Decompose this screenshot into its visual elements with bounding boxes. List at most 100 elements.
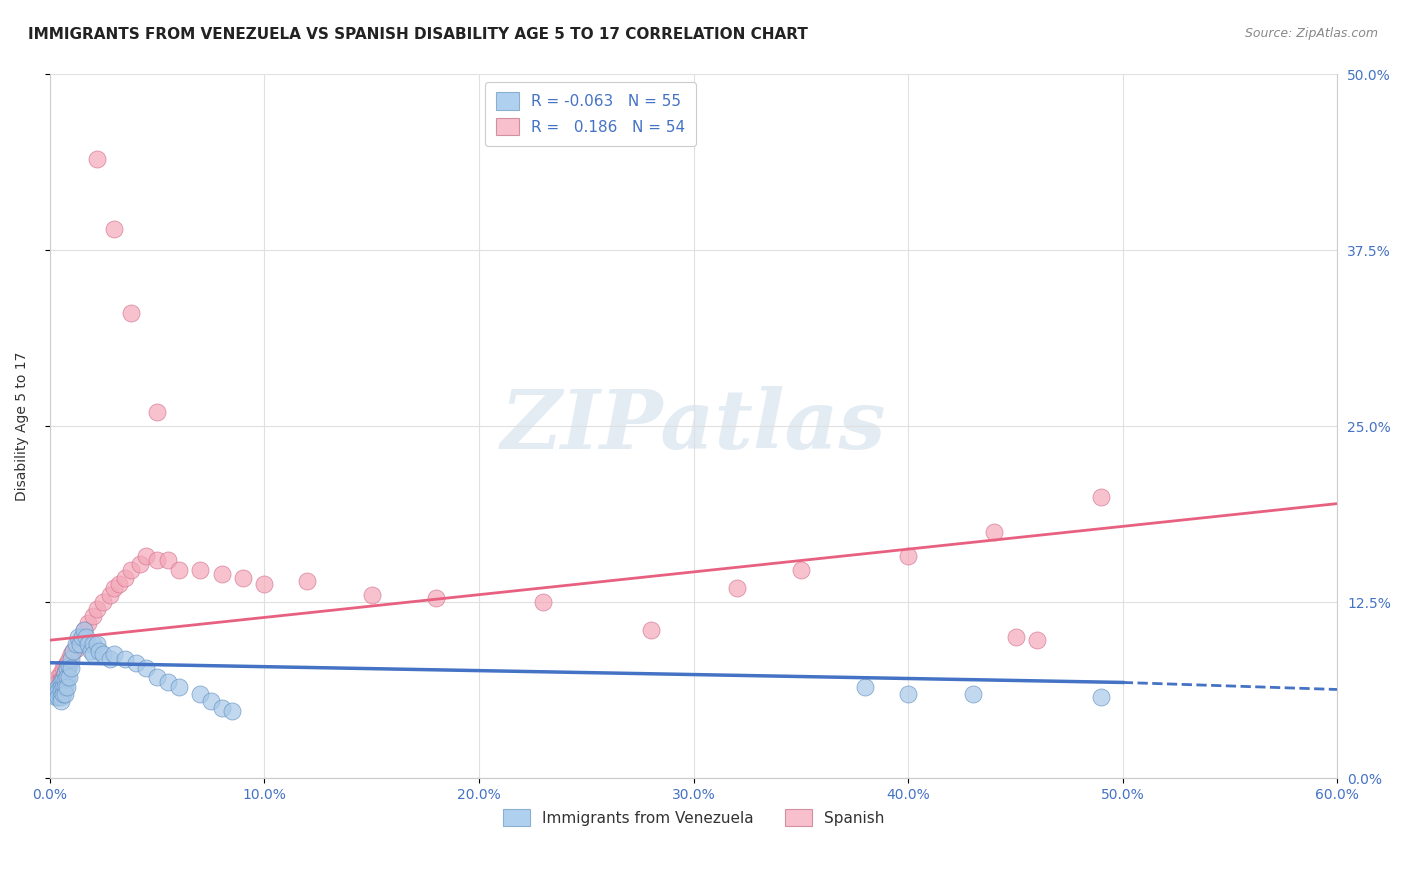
Point — [1090, 490, 1112, 504]
Point — [56, 670, 79, 684]
Point — [65, 641, 87, 656]
Point — [86, 637, 108, 651]
Point — [89, 644, 111, 658]
Point — [45, 690, 67, 704]
Legend: Immigrants from Venezuela, Spanish: Immigrants from Venezuela, Spanish — [495, 801, 893, 834]
Point — [107, 577, 129, 591]
Point — [48, 675, 70, 690]
Point — [1004, 631, 1026, 645]
Point — [49, 675, 72, 690]
Point — [56, 656, 79, 670]
Point — [232, 571, 254, 585]
Point — [188, 687, 211, 701]
Point — [86, 152, 108, 166]
Point — [124, 656, 146, 670]
Point — [60, 648, 83, 662]
Point — [53, 673, 76, 687]
Point — [790, 563, 813, 577]
Point — [211, 567, 233, 582]
Point — [53, 658, 76, 673]
Point — [52, 661, 75, 675]
Point — [49, 684, 72, 698]
Point — [58, 651, 80, 665]
Point — [52, 670, 75, 684]
Text: ZIPatlas: ZIPatlas — [501, 386, 886, 467]
Point — [897, 687, 920, 701]
Point — [60, 651, 83, 665]
Point — [52, 680, 75, 694]
Point — [79, 644, 101, 658]
Point — [531, 595, 554, 609]
Point — [425, 591, 447, 605]
Point — [70, 631, 93, 645]
Point — [221, 704, 243, 718]
Point — [962, 687, 984, 701]
Point — [853, 680, 876, 694]
Point — [73, 624, 96, 638]
Point — [69, 637, 91, 651]
Point — [93, 648, 115, 662]
Point — [82, 609, 104, 624]
Point — [103, 648, 125, 662]
Point — [53, 665, 76, 680]
Point — [58, 658, 80, 673]
Point — [56, 661, 79, 675]
Y-axis label: Disability Age 5 to 17: Disability Age 5 to 17 — [15, 351, 30, 500]
Point — [70, 631, 93, 645]
Point — [53, 687, 76, 701]
Point — [66, 637, 89, 651]
Point — [52, 673, 75, 687]
Point — [146, 670, 169, 684]
Point — [360, 588, 382, 602]
Point — [103, 581, 125, 595]
Point — [77, 616, 100, 631]
Point — [49, 694, 72, 708]
Point — [52, 687, 75, 701]
Point — [45, 680, 67, 694]
Point — [48, 680, 70, 694]
Point — [640, 624, 662, 638]
Point — [49, 690, 72, 704]
Point — [120, 563, 142, 577]
Point — [42, 675, 65, 690]
Point — [48, 670, 70, 684]
Point — [58, 670, 80, 684]
Point — [135, 661, 157, 675]
Point — [65, 637, 87, 651]
Point — [253, 577, 276, 591]
Point — [82, 637, 104, 651]
Point — [114, 651, 136, 665]
Point — [75, 631, 97, 645]
Point — [167, 563, 190, 577]
Point — [93, 595, 115, 609]
Point — [42, 684, 65, 698]
Point — [49, 673, 72, 687]
Point — [725, 581, 748, 595]
Point — [60, 661, 83, 675]
Point — [146, 553, 169, 567]
Point — [73, 624, 96, 638]
Text: Source: ZipAtlas.com: Source: ZipAtlas.com — [1244, 27, 1378, 40]
Point — [897, 549, 920, 563]
Point — [1090, 690, 1112, 704]
Point — [156, 553, 179, 567]
Point — [211, 701, 233, 715]
Point — [98, 651, 121, 665]
Point — [48, 690, 70, 704]
Point — [135, 549, 157, 563]
Point — [49, 680, 72, 694]
Point — [1026, 633, 1049, 648]
Point — [45, 687, 67, 701]
Point — [297, 574, 319, 588]
Point — [86, 602, 108, 616]
Text: IMMIGRANTS FROM VENEZUELA VS SPANISH DISABILITY AGE 5 TO 17 CORRELATION CHART: IMMIGRANTS FROM VENEZUELA VS SPANISH DIS… — [28, 27, 808, 42]
Point — [114, 571, 136, 585]
Point — [98, 588, 121, 602]
Point — [200, 694, 222, 708]
Point — [62, 644, 84, 658]
Point — [129, 557, 152, 571]
Point — [167, 680, 190, 694]
Point — [156, 675, 179, 690]
Point — [56, 661, 79, 675]
Point — [49, 665, 72, 680]
